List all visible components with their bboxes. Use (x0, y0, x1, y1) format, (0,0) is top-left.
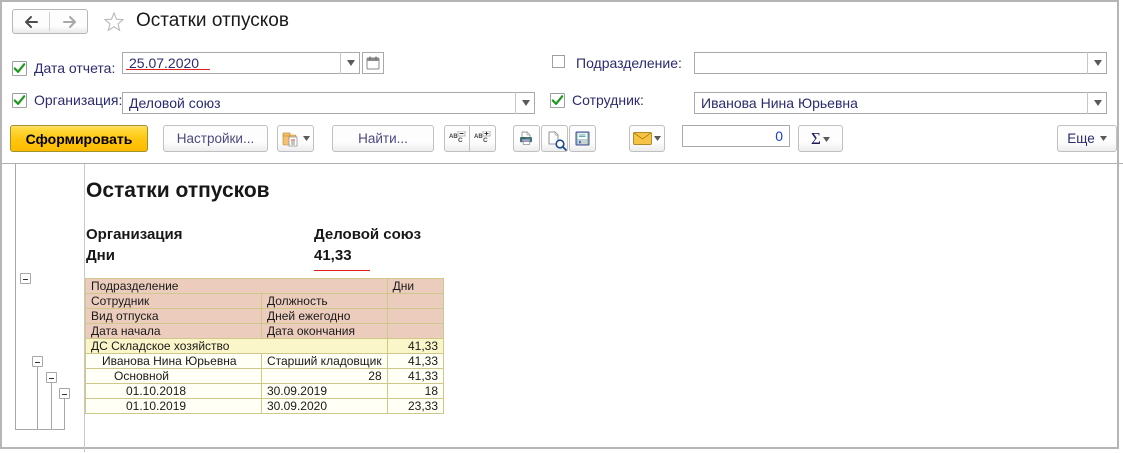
svg-text:C: C (483, 137, 488, 144)
svg-text:C: C (458, 137, 463, 144)
svg-text:AB: AB (474, 134, 483, 140)
svg-text:AB: AB (449, 134, 458, 140)
